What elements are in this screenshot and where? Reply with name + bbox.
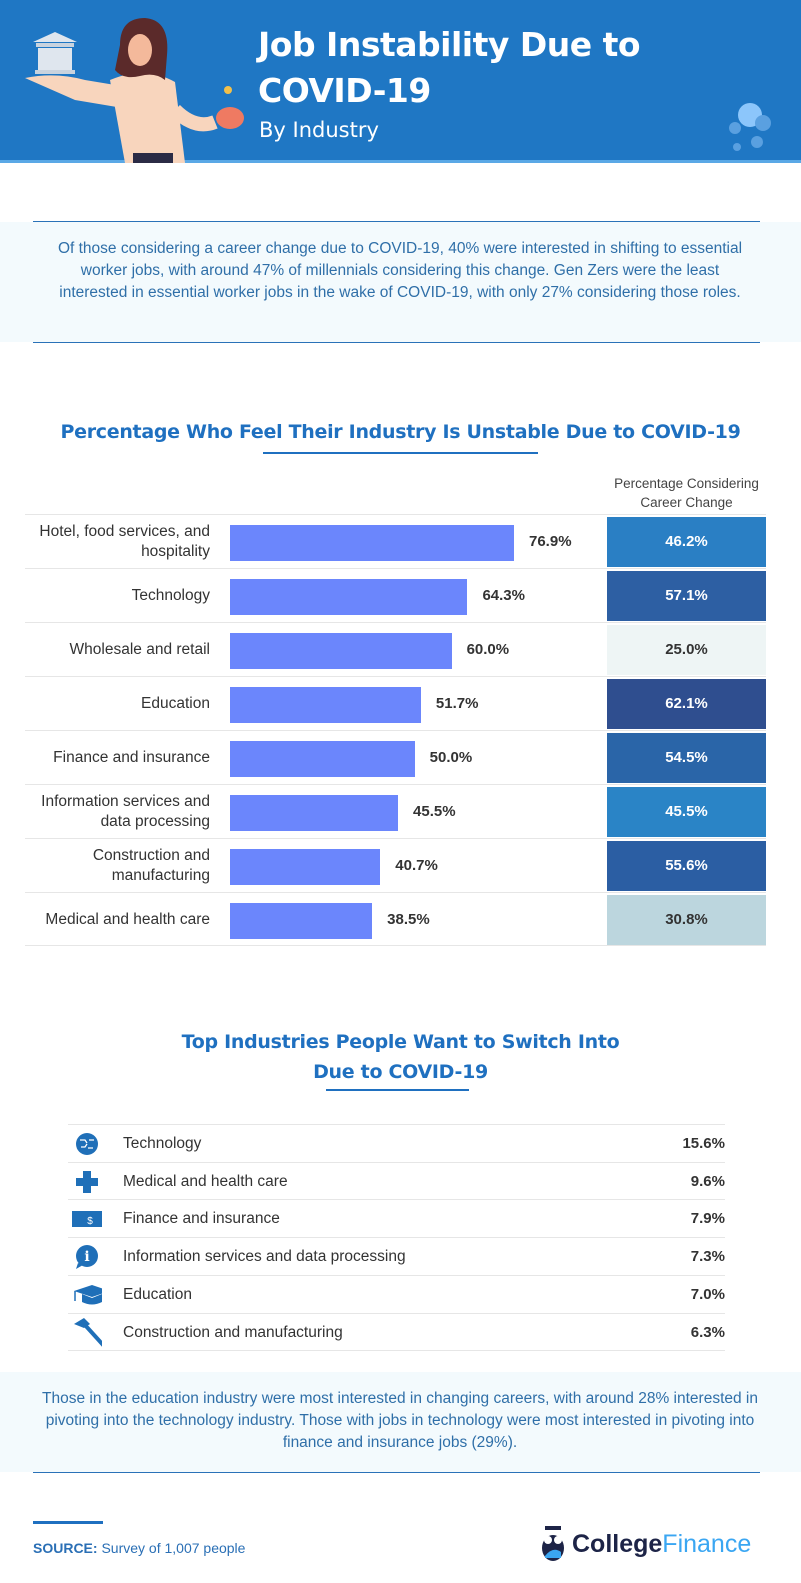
- bar: [230, 579, 468, 615]
- bar: [230, 903, 373, 939]
- bar: [230, 525, 514, 561]
- title-underline: [263, 452, 538, 454]
- industry-label: Technology: [123, 1135, 202, 1152]
- category-label: Education: [141, 695, 210, 712]
- industry-label: Finance and insurance: [123, 1210, 280, 1228]
- owl-icon: [542, 1526, 564, 1561]
- career-change-cell: 57.1%: [607, 571, 766, 621]
- career-change-cell: 25.0%: [607, 625, 766, 675]
- circuit-globe-icon: [72, 1131, 102, 1157]
- divider: [68, 1350, 725, 1351]
- side-column-header: Percentage Considering Career Change: [614, 476, 759, 510]
- piggy-bank-icon: [216, 107, 244, 129]
- industry-label: Medical and health care: [123, 1172, 288, 1190]
- industry-value: 15.6%: [682, 1135, 725, 1152]
- title-underline: [326, 1089, 469, 1091]
- bar: [230, 633, 452, 669]
- switch-title: Top Industries People Want to Switch Int…: [181, 1031, 620, 1083]
- chart-row: Medical and health care 38.5% 30.8%: [25, 892, 766, 946]
- svg-text:i: i: [84, 1249, 89, 1265]
- bank-icon: [33, 32, 77, 74]
- bar-value-label: 64.3%: [482, 587, 525, 604]
- bar: [230, 795, 399, 831]
- list-item: Construction and manufacturing 6.3%: [68, 1312, 725, 1351]
- industry-value: 6.3%: [690, 1323, 725, 1341]
- outro-box: [0, 1372, 801, 1472]
- info-bubble-icon: i: [72, 1244, 102, 1270]
- industry-value: 7.3%: [690, 1248, 725, 1266]
- list-item: Technology 15.6%: [68, 1124, 725, 1162]
- hammer-icon: [72, 1317, 102, 1347]
- career-change-cell: 62.1%: [607, 679, 766, 729]
- page-title: Job Instability Due to COVID-19: [258, 25, 641, 110]
- intro-text: Of those considering a career change due…: [57, 240, 743, 301]
- list-item: Education 7.0%: [68, 1274, 725, 1313]
- bar: [230, 687, 421, 723]
- chart-row: Finance and insurance 50.0% 54.5%: [25, 730, 766, 784]
- bar: [230, 849, 381, 885]
- list-item: Medical and health care 9.6%: [68, 1161, 725, 1200]
- divider: [33, 221, 760, 222]
- category-label: Medical and health care: [45, 911, 210, 928]
- outro-text: Those in the education industry were mos…: [42, 1390, 758, 1451]
- page-subtitle: By Industry: [259, 118, 379, 142]
- category-label: Wholesale and retail: [69, 641, 210, 658]
- medical-cross-icon: [72, 1169, 102, 1195]
- divider: [33, 342, 760, 343]
- industry-label: Information services and data processing: [123, 1248, 406, 1266]
- career-change-cell: 46.2%: [607, 517, 766, 567]
- career-change-cell: 30.8%: [607, 895, 766, 945]
- bar-value-label: 38.5%: [387, 911, 430, 928]
- chart-row: Technology 64.3% 57.1%: [25, 568, 766, 622]
- college-finance-logo: College Finance: [540, 1526, 751, 1562]
- industry-value: 7.0%: [690, 1285, 725, 1303]
- source: SOURCE: Survey of 1,007 people: [33, 1540, 246, 1556]
- industry-label: Construction and manufacturing: [123, 1323, 343, 1341]
- industry-value: 7.9%: [690, 1210, 725, 1228]
- divider: [33, 1472, 760, 1473]
- career-change-cell: 54.5%: [607, 733, 766, 783]
- chart-row: Information services and data processing…: [25, 784, 766, 838]
- virus-icon: [729, 103, 771, 151]
- industry-label: Education: [123, 1285, 192, 1303]
- divider: [25, 945, 766, 946]
- dollar-bill-icon: $: [72, 1206, 102, 1232]
- bar-value-label: 40.7%: [395, 857, 438, 874]
- category-label: Information services and data processing: [41, 793, 210, 830]
- bar-value-label: 45.5%: [413, 803, 456, 820]
- industry-value: 9.6%: [690, 1172, 725, 1190]
- career-change-cell: 55.6%: [607, 841, 766, 891]
- list-item: $ Finance and insurance 7.9%: [68, 1199, 725, 1237]
- source-accent-line: [33, 1521, 103, 1524]
- svg-text:$: $: [87, 1216, 93, 1227]
- category-label: Finance and insurance: [53, 749, 210, 766]
- graduation-cap-icon: [72, 1282, 102, 1308]
- list-item: i Information services and data processi…: [68, 1237, 725, 1275]
- category-label: Hotel, food services, and hospitality: [39, 523, 210, 560]
- header-banner: Job Instability Due to COVID-19 By Indust…: [0, 0, 801, 163]
- category-label: Construction and manufacturing: [92, 847, 210, 884]
- bar-value-label: 60.0%: [466, 641, 510, 658]
- chart-row: Education 51.7% 62.1%: [25, 676, 766, 730]
- woman-illustration: [25, 18, 244, 163]
- chart-row: Wholesale and retail 60.0% 25.0%: [25, 622, 766, 676]
- bar: [230, 741, 415, 777]
- bar-value-label: 50.0%: [429, 749, 473, 766]
- chart-title: Percentage Who Feel Their Industry Is Un…: [60, 421, 741, 443]
- bar-value-label: 76.9%: [529, 533, 572, 550]
- chart-row: Hotel, food services, and hospitality 76…: [25, 514, 766, 568]
- chart-row: Construction and manufacturing 40.7% 55.…: [25, 838, 766, 892]
- category-label: Technology: [131, 587, 210, 604]
- career-change-cell: 45.5%: [607, 787, 766, 837]
- bar-value-label: 51.7%: [435, 695, 479, 712]
- intro-box: [0, 222, 801, 342]
